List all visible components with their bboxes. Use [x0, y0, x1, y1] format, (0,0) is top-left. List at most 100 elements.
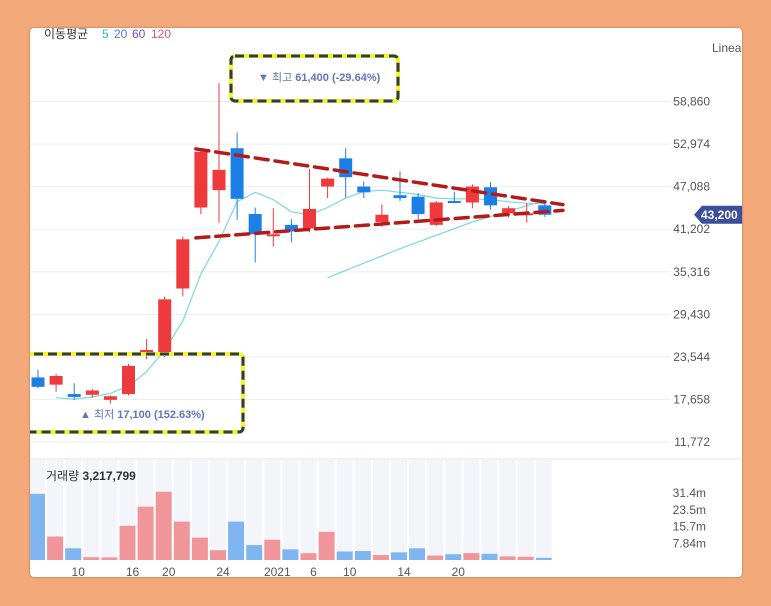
grid	[30, 101, 670, 443]
candle-body	[176, 239, 190, 289]
price-tick-label: 52,974	[673, 137, 710, 151]
volume-column-bg	[282, 460, 299, 560]
volume-column-bg	[354, 460, 371, 560]
volume-bar	[445, 554, 462, 560]
price-tick-label: 11,772	[674, 435, 710, 449]
candle-body	[321, 178, 335, 187]
volume-column-bg	[210, 460, 226, 560]
volume-bar	[228, 521, 245, 560]
volume-bar	[191, 537, 208, 560]
volume-column-bg	[47, 460, 64, 560]
price-tick-label: 29,430	[673, 307, 710, 321]
date-tick-label: 16	[126, 565, 140, 577]
volume-column-bg	[517, 460, 534, 560]
volume-bar	[481, 553, 498, 560]
low-label: 최저	[94, 408, 114, 421]
volume-value: 3,217,799	[82, 469, 136, 483]
candle-body	[303, 208, 316, 229]
date-tick-label: 10	[343, 565, 357, 577]
candle-body	[266, 234, 280, 237]
scale-mode-toggle[interactable]: Linea	[712, 41, 742, 55]
price-tick-label: 47,088	[673, 180, 710, 194]
volume-bar	[300, 553, 317, 560]
volume-bar	[47, 536, 64, 560]
volume-bar	[83, 557, 100, 560]
volume-bar	[246, 545, 263, 560]
volume-bar	[517, 556, 534, 560]
volume-bar	[155, 491, 172, 560]
low-value: 17,100 (152.63%)	[117, 409, 205, 421]
candle-body	[411, 196, 425, 215]
volume-column-bg	[409, 460, 426, 560]
volume-title: 거래량 3,217,799	[46, 469, 136, 483]
candle-body	[85, 390, 99, 395]
candle-body	[393, 195, 407, 199]
price-tick-label: 17,658	[673, 392, 710, 406]
trendline	[194, 208, 565, 240]
candle-body	[194, 151, 208, 208]
candle-body	[447, 201, 461, 204]
volume-bar	[119, 525, 136, 560]
volume-bar	[391, 552, 407, 560]
volume-column-bg	[65, 460, 82, 560]
volume-panel	[30, 458, 742, 560]
legend-title: 이동평균	[44, 28, 88, 41]
legend-ma-120[interactable]: 120	[151, 28, 171, 41]
ma20-line	[56, 189, 545, 400]
candle-body	[230, 148, 244, 199]
volume-bars	[30, 491, 552, 560]
volume-bar	[264, 539, 281, 560]
volume-column-bg	[336, 460, 353, 560]
volume-bar	[30, 493, 45, 560]
volume-bar	[65, 548, 82, 560]
volume-bar	[101, 557, 118, 560]
candle-body	[158, 299, 172, 356]
candle-body	[284, 224, 298, 232]
volume-column-bg	[372, 460, 389, 560]
volume-bar	[137, 506, 154, 560]
price-tick-label: 23,544	[673, 350, 710, 364]
volume-axis: 31.4m 23.5m 15.7m 7.84m	[673, 486, 706, 550]
volume-column-bg	[463, 460, 480, 560]
candle-body	[49, 375, 63, 385]
date-tick-label: 24	[216, 565, 230, 577]
volume-bar	[318, 531, 335, 560]
volume-bar	[427, 555, 444, 560]
volume-column-bg	[83, 460, 100, 560]
date-tick-label: 10	[72, 565, 86, 577]
high-highlight-dash	[229, 54, 400, 103]
legend-ma-60[interactable]: 60	[132, 28, 146, 41]
trendline	[194, 147, 565, 207]
high-arrow: ▼	[258, 72, 269, 84]
current-price-tag[interactable]: 43,200	[694, 205, 742, 224]
price-axis: 58,860 52,974 47,088 41,202 35,316 29,430 23,5…	[673, 95, 710, 450]
candles	[31, 83, 552, 404]
chart-panel: 58,860 52,974 47,088 41,202 35,316 29,430 23,5…	[30, 28, 742, 577]
legend-ma-5[interactable]: 5	[102, 28, 109, 41]
volume-column-bg	[264, 460, 281, 560]
volume-column-bg	[481, 460, 498, 560]
volume-column-bg	[101, 460, 118, 560]
candle-body	[357, 186, 371, 193]
volume-bar	[463, 553, 480, 560]
high-annotation: ▼ 최고 61,400 (-29.64%)	[258, 71, 381, 84]
volume-tick-label: 15.7m	[673, 520, 706, 534]
volume-tick-label: 31.4m	[673, 486, 706, 500]
current-price-tag-shape	[694, 205, 742, 224]
candlestick-chart: 58,860 52,974 47,088 41,202 35,316 29,430 23,5…	[30, 28, 742, 577]
volume-column-bg	[535, 460, 552, 560]
volume-bar	[282, 549, 299, 560]
volume-column-bg	[191, 460, 208, 560]
legend-ma-20[interactable]: 20	[114, 28, 128, 41]
candle-body	[339, 158, 353, 178]
volume-column-bg	[391, 460, 407, 560]
volume-column-bg	[300, 460, 317, 560]
low-annotation: ▲ 최저 17,100 (152.63%)	[80, 408, 205, 421]
date-tick-label: 14	[397, 565, 411, 577]
volume-bar	[499, 556, 516, 560]
volume-column-bg	[427, 460, 444, 560]
date-tick-label: 2021	[264, 565, 291, 577]
date-axis: 10 16 20 24 2021 6 10 14 20	[72, 565, 466, 577]
high-value: 61,400 (-29.64%)	[295, 72, 380, 84]
price-tick-label: 41,202	[673, 222, 710, 236]
